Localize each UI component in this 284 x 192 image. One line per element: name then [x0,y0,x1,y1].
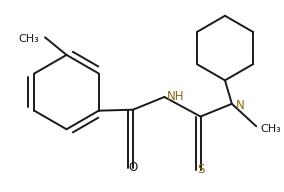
Text: S: S [197,163,204,176]
Text: CH₃: CH₃ [18,34,39,44]
Text: NH: NH [167,90,185,103]
Text: O: O [128,161,138,174]
Text: CH₃: CH₃ [260,124,281,134]
Text: N: N [236,99,245,112]
